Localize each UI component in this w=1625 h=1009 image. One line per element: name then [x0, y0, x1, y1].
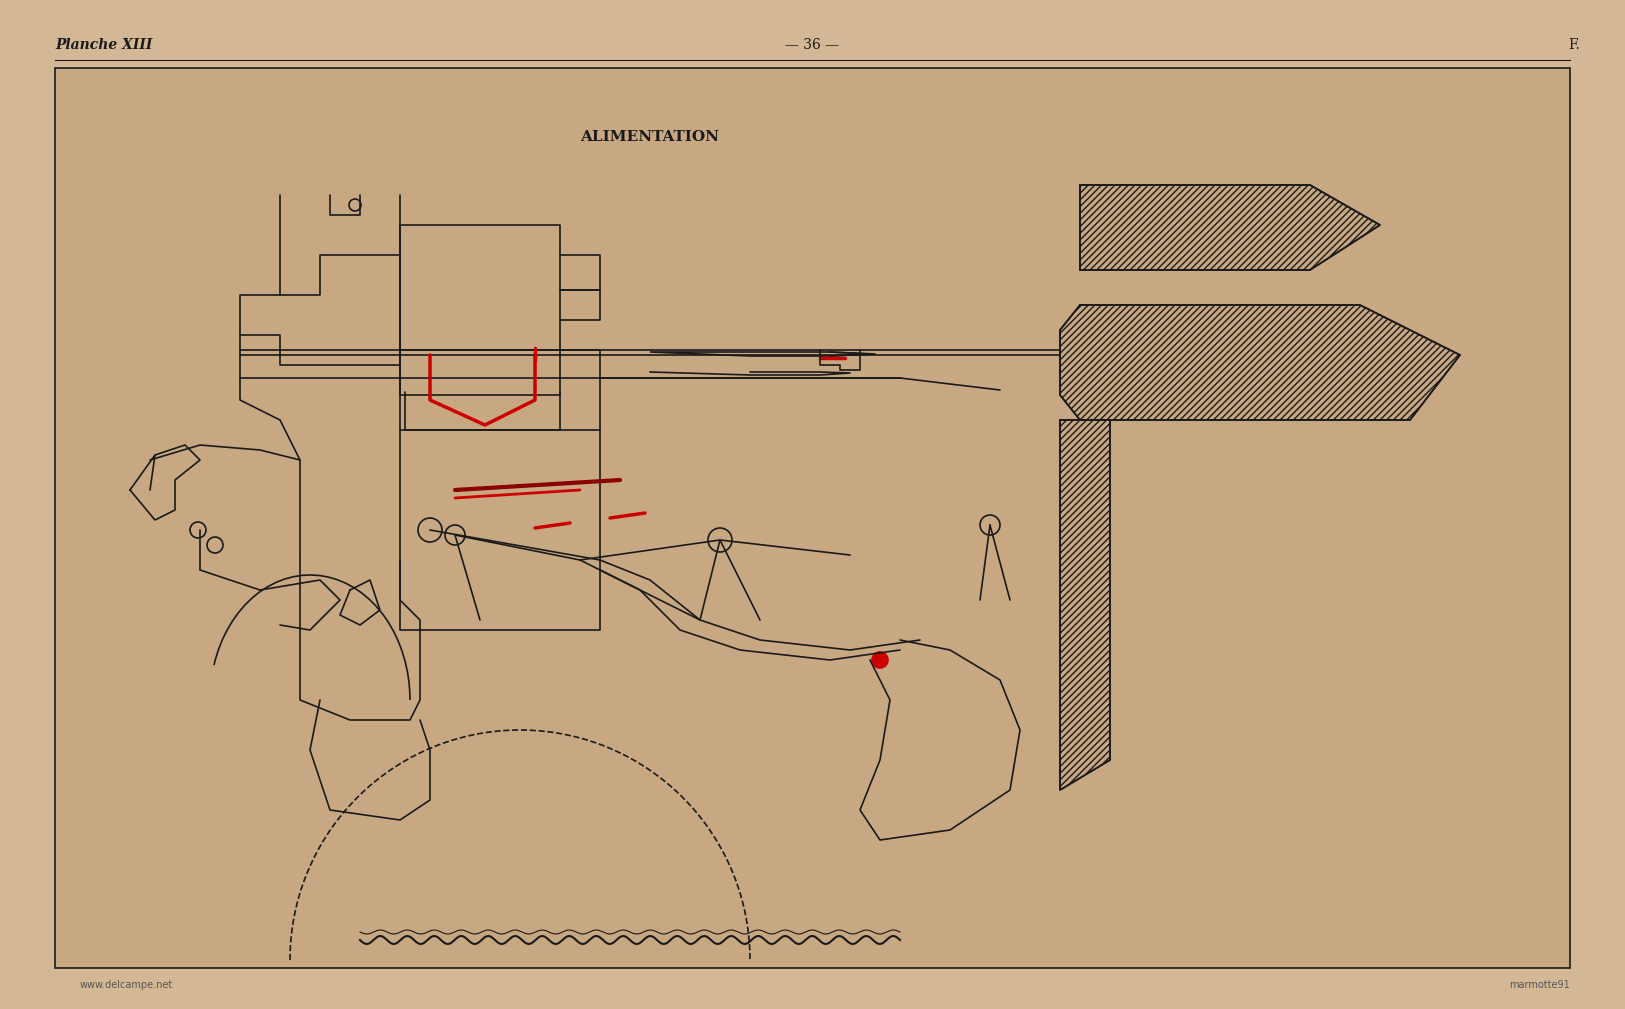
Circle shape: [206, 537, 223, 553]
Circle shape: [349, 199, 361, 211]
Circle shape: [445, 525, 465, 545]
Text: — 36 —: — 36 —: [785, 38, 838, 52]
Polygon shape: [1081, 185, 1380, 270]
Circle shape: [980, 515, 999, 535]
Polygon shape: [1060, 305, 1459, 420]
Polygon shape: [650, 352, 869, 356]
Circle shape: [190, 522, 206, 538]
Circle shape: [708, 528, 731, 552]
Circle shape: [418, 518, 442, 542]
Text: ALIMENTATION: ALIMENTATION: [580, 130, 720, 144]
Text: marmotte91: marmotte91: [1510, 980, 1570, 990]
Text: F.: F.: [1568, 38, 1580, 52]
Circle shape: [873, 652, 887, 668]
FancyBboxPatch shape: [55, 68, 1570, 968]
Text: Planche XIII: Planche XIII: [55, 38, 153, 52]
Polygon shape: [1060, 420, 1110, 790]
Text: www.delcampe.net: www.delcampe.net: [80, 980, 174, 990]
